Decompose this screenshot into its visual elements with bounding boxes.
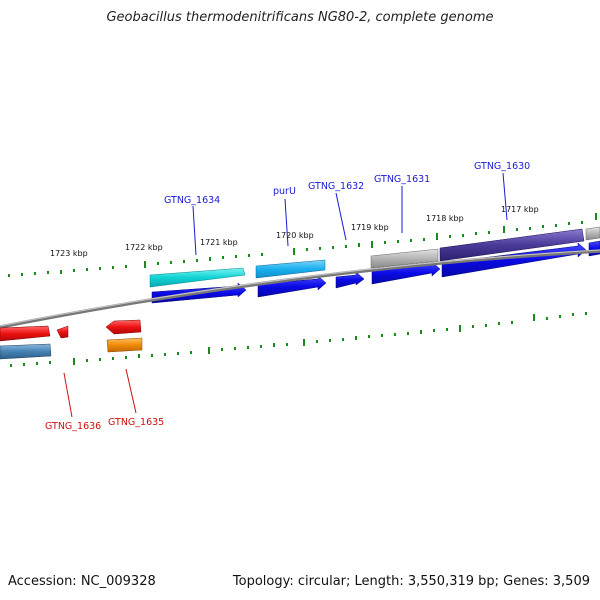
scale-label-1719: 1719 kbp (351, 223, 389, 232)
gene-label-gtng-1631[interactable]: GTNG_1631 (374, 174, 430, 185)
cds-arrow-gtng-1636[interactable] (0, 325, 51, 342)
scale-label-1717: 1717 kbp (501, 205, 539, 214)
gene-label-gtng-1635[interactable]: GTNG_1635 (108, 417, 164, 428)
scale-label-1721: 1721 kbp (200, 238, 238, 247)
gene-label-gtng-1632[interactable]: GTNG_1632 (308, 181, 364, 192)
genome-backbone (0, 249, 600, 329)
feature-gtng-1629-colored[interactable] (585, 226, 600, 241)
scale-label-1722: 1722 kbp (125, 243, 163, 252)
feature-purU-colored[interactable] (255, 259, 326, 279)
feature-gtng-1631-colored[interactable] (370, 248, 439, 269)
gene-label-gtng-1634[interactable]: GTNG_1634 (164, 195, 220, 206)
scale-label-1720: 1720 kbp (276, 231, 314, 240)
lower-scale-ticks (10, 312, 587, 367)
upper-scale-ticks (8, 213, 597, 277)
gene-label-gtng-1630[interactable]: GTNG_1630 (474, 161, 530, 172)
cds-arrow-purU[interactable] (257, 275, 327, 298)
gene-label-purU[interactable]: purU (273, 186, 296, 197)
genome-summary-text: Topology: circular; Length: 3,550,319 bp… (232, 574, 590, 589)
cds-arrow-gtng-1635[interactable] (105, 319, 142, 335)
cds-arrow-gtng-1636b[interactable] (56, 325, 69, 339)
callout-lines (63, 172, 508, 418)
cds-arrow-gtng-1629[interactable] (588, 240, 600, 257)
feature-gtng-1634-colored[interactable] (149, 267, 246, 288)
accession-text: Accession: NC_009328 (8, 574, 156, 589)
scale-label-1723: 1723 kbp (50, 249, 88, 258)
feature-gtng-1635-colored[interactable] (106, 337, 143, 353)
genome-backbone-highlight (0, 249, 600, 327)
map-title: Geobacillus thermodenitrificans NG80-2, … (106, 10, 494, 25)
scale-label-1718: 1718 kbp (426, 214, 464, 223)
feature-gtng-1636-colored[interactable] (0, 343, 52, 360)
cds-arrow-gtng-1632[interactable] (335, 271, 365, 289)
gene-label-gtng-1636[interactable]: GTNG_1636 (45, 421, 101, 432)
feature-gtng-1630-colored[interactable] (439, 228, 585, 262)
